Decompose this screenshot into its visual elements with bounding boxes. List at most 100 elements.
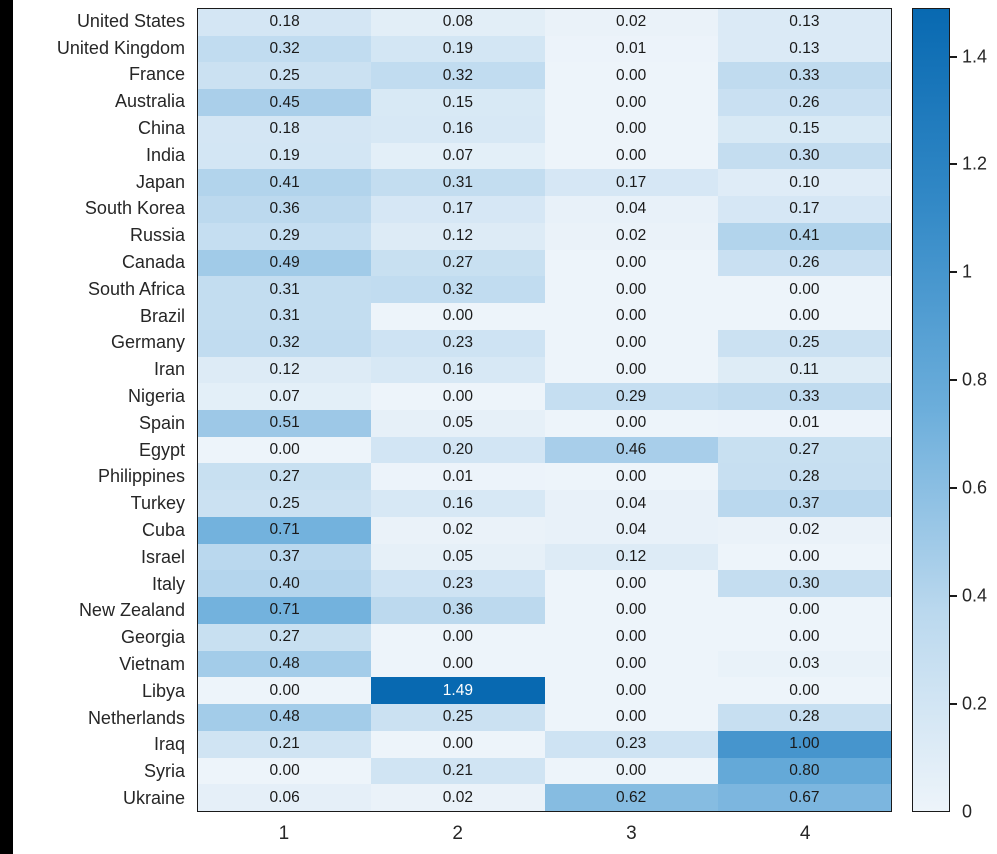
cell-value: 0.00 (789, 601, 820, 619)
heatmap-cell: 0.00 (544, 249, 718, 277)
heatmap-cell: 0.16 (371, 115, 545, 143)
cell-value: 0.00 (442, 735, 473, 753)
cell-value: 0.40 (269, 574, 300, 592)
heatmap-cell: 0.00 (717, 623, 891, 651)
cell-value: 0.23 (442, 334, 473, 352)
cell-value: 0.12 (442, 227, 473, 245)
heatmap-cell: 0.00 (544, 329, 718, 357)
heatmap-cell: 0.11 (717, 356, 891, 384)
heatmap-cell: 0.27 (198, 623, 372, 651)
y-tick-label: New Zealand (78, 600, 185, 621)
heatmap-cell: 0.07 (198, 383, 372, 410)
cell-value: 0.01 (616, 40, 647, 58)
heatmap-cell: 0.32 (371, 276, 545, 304)
cell-value: 0.51 (269, 414, 300, 432)
y-tick-label: Philippines (97, 466, 185, 487)
heatmap-cell: 0.31 (198, 303, 372, 330)
cell-value: 0.00 (616, 66, 647, 84)
colorbar-tick-mark (950, 487, 957, 490)
cell-value: 0.49 (269, 253, 300, 271)
x-tick-label: 2 (452, 823, 463, 844)
cell-value: 0.62 (616, 788, 647, 806)
cell-value: 0.02 (442, 521, 473, 539)
cell-value: 0.01 (442, 467, 473, 485)
y-tick-label: Japan (135, 171, 185, 192)
heatmap-cell: 0.29 (198, 222, 372, 250)
heatmap-cell: 0.15 (717, 115, 891, 143)
heatmap-cell: 0.02 (544, 9, 718, 36)
colorbar-tick-mark (950, 595, 957, 598)
heatmap-cell: 0.71 (198, 597, 372, 624)
y-tick-label: Iraq (153, 734, 185, 755)
heatmap-cell: 0.00 (717, 276, 891, 304)
cell-value: 0.13 (789, 13, 820, 31)
y-tick-label: Australia (114, 91, 185, 112)
cell-value: 0.31 (269, 280, 300, 298)
heatmap-cell: 0.29 (544, 383, 718, 410)
cell-value: 0.02 (616, 227, 647, 245)
heatmap-cell: 0.33 (717, 383, 891, 410)
heatmap-cell: 0.00 (544, 142, 718, 170)
cell-value: 0.25 (269, 494, 300, 512)
cell-value: 0.36 (269, 200, 300, 218)
cell-value: 1.00 (789, 735, 820, 753)
heatmap-cell: 0.00 (544, 623, 718, 651)
cell-value: 0.02 (442, 788, 473, 806)
cell-value: 0.00 (269, 681, 300, 699)
y-tick-label: United Kingdom (56, 37, 185, 58)
heatmap-cell: 0.12 (544, 543, 718, 571)
heatmap-cell: 1.00 (717, 730, 891, 758)
heatmap-cell: 0.07 (371, 142, 545, 170)
heatmap-cell: 0.00 (198, 757, 372, 785)
y-tick-label: Canada (121, 252, 185, 273)
cell-value: 0.02 (616, 13, 647, 31)
heatmap-cell: 0.25 (717, 329, 891, 357)
cell-value: 0.26 (789, 253, 820, 271)
heatmap-cell: 0.03 (717, 650, 891, 678)
cell-value: 0.00 (616, 574, 647, 592)
heatmap-cell: 1.49 (371, 677, 545, 705)
heatmap-cell: 0.00 (544, 704, 718, 731)
cell-value: 0.02 (789, 521, 820, 539)
heatmap-cell: 0.15 (371, 89, 545, 116)
heatmap-cell: 0.16 (371, 356, 545, 384)
cell-value: 0.00 (269, 761, 300, 779)
heatmap-cell: 0.19 (371, 35, 545, 63)
y-tick-label: India (145, 144, 185, 165)
heatmap-cell: 0.28 (717, 704, 891, 731)
y-tick-label: Ukraine (122, 788, 185, 809)
cell-value: 0.29 (269, 227, 300, 245)
cell-value: 0.36 (442, 601, 473, 619)
heatmap-cell: 0.33 (717, 62, 891, 90)
cell-value: 0.32 (269, 334, 300, 352)
cell-value: 0.19 (442, 40, 473, 58)
cell-value: 0.27 (789, 441, 820, 459)
y-tick-label: Italy (151, 573, 185, 594)
heatmap-cell: 0.00 (717, 597, 891, 624)
heatmap-cell: 0.00 (371, 303, 545, 330)
colorbar-tick-mark (950, 271, 957, 274)
y-tick-label: United States (76, 10, 185, 31)
colorbar-tick-mark (950, 379, 957, 382)
y-tick-label: Brazil (139, 305, 185, 326)
cell-value: 0.16 (442, 494, 473, 512)
heatmap-cell: 0.00 (371, 383, 545, 410)
cell-value: 0.31 (269, 307, 300, 325)
colorbar-tick-mark (950, 55, 957, 58)
heatmap-cell: 0.00 (544, 410, 718, 437)
colorbar-tick-label: 0.4 (962, 585, 988, 606)
cell-value: 0.00 (616, 93, 647, 111)
cell-value: 0.00 (616, 334, 647, 352)
heatmap-cell: 0.00 (544, 463, 718, 491)
heatmap-cell: 0.23 (371, 329, 545, 357)
cell-value: 0.00 (616, 681, 647, 699)
x-tick-label: 4 (799, 823, 811, 844)
heatmap-cell: 0.02 (371, 516, 545, 544)
heatmap-cell: 0.00 (717, 543, 891, 571)
heatmap-cell: 0.21 (371, 757, 545, 785)
y-tick-label: Libya (141, 680, 185, 701)
heatmap-cell: 0.00 (371, 623, 545, 651)
cell-value: 0.45 (269, 93, 300, 111)
heatmap-cell: 0.05 (371, 410, 545, 437)
y-tick-label: Cuba (141, 520, 185, 541)
